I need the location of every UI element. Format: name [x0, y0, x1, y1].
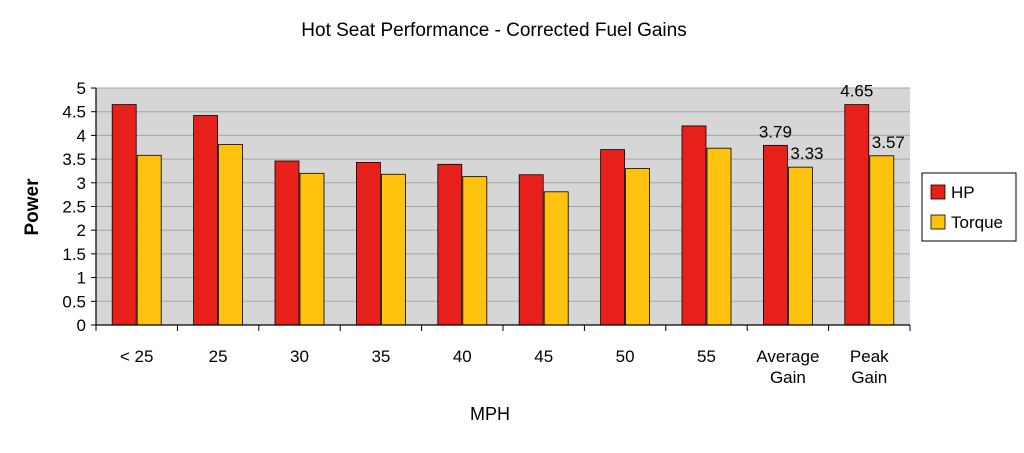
bar-hp — [600, 149, 625, 326]
y-tick-label: 4.5 — [62, 103, 86, 122]
bar-torque — [869, 155, 895, 326]
bar-hp — [681, 125, 707, 326]
y-tick-label: 1.5 — [62, 245, 86, 264]
x-tick-label: Average Gain — [756, 347, 819, 387]
x-axis-title: MPH — [470, 404, 510, 424]
legend-label-hp: HP — [951, 183, 975, 202]
bar-torque — [299, 172, 325, 326]
y-tick-label: 0 — [77, 316, 86, 335]
y-tick-label: 1 — [77, 269, 86, 288]
y-tick-labels: 0 0.5 1 1.5 2 2.5 3 3.5 4 4.5 5 — [62, 79, 96, 335]
y-tick-label: 2 — [77, 221, 86, 240]
bar-torque — [136, 154, 162, 326]
bar-hp — [437, 163, 463, 326]
legend-box — [921, 172, 1017, 242]
bar-hp — [763, 144, 788, 326]
y-tick-label: 3 — [77, 174, 86, 193]
x-tick-label: Peak Gain — [850, 347, 889, 387]
bar-hp — [355, 162, 381, 326]
x-tick-label: 50 — [616, 347, 635, 366]
bar-torque — [706, 147, 732, 326]
y-axis-title: Power — [22, 178, 43, 236]
y-tick-label: 5 — [77, 79, 86, 98]
y-tick-label: 4 — [77, 126, 86, 145]
bar-torque — [543, 191, 569, 326]
legend-swatch-hp — [930, 184, 946, 200]
legend-label-torque: Torque — [951, 213, 1003, 232]
x-tick-label: 35 — [371, 347, 390, 366]
bar-torque — [788, 166, 813, 326]
bars — [111, 104, 895, 326]
y-tick-label: 0.5 — [62, 292, 86, 311]
legend-swatch-torque — [930, 214, 946, 230]
bar-torque — [218, 144, 244, 326]
x-tick-label: 30 — [290, 347, 309, 366]
bar-torque — [625, 168, 650, 326]
data-label: 4.65 — [840, 82, 873, 101]
bar-hp — [274, 160, 300, 326]
chart-title: Hot Seat Performance - Corrected Fuel Ga… — [301, 20, 686, 41]
data-labels: 3.79 3.33 4.65 3.57 — [759, 82, 905, 164]
bar-hp — [111, 104, 137, 326]
x-tick-label: 40 — [453, 347, 472, 366]
x-tick-labels: < 25 25 30 35 40 45 50 55 Average Gain Peak Gain — [95, 325, 911, 387]
data-label: 3.79 — [759, 122, 792, 141]
bar-hp — [193, 115, 219, 326]
bar-torque — [462, 176, 488, 326]
bar-hp — [844, 104, 870, 326]
y-tick-label: 2.5 — [62, 198, 86, 217]
x-tick-label: 45 — [534, 347, 553, 366]
y-tick-label: 3.5 — [62, 150, 86, 169]
data-label: 3.33 — [790, 144, 823, 163]
bar-torque — [380, 173, 406, 326]
x-tick-label: 25 — [209, 347, 228, 366]
bar-hp — [518, 174, 544, 326]
legend: HP Torque — [921, 172, 1017, 242]
data-label: 3.57 — [872, 133, 905, 152]
x-tick-label: < 25 — [120, 347, 154, 366]
x-tick-label: 55 — [697, 347, 716, 366]
